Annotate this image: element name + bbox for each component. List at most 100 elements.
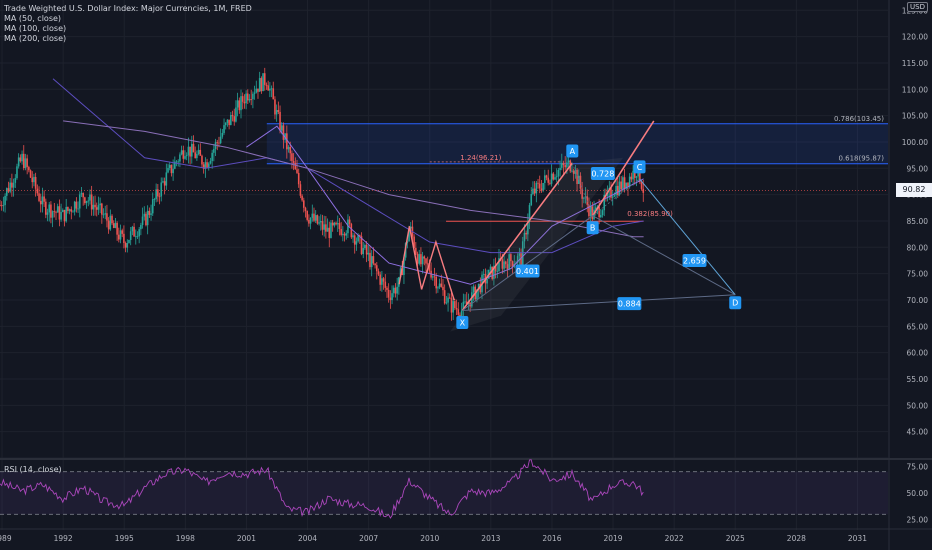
candle-body xyxy=(233,116,236,122)
candle-body xyxy=(493,265,495,279)
candle-body xyxy=(398,277,400,287)
ma100-label: MA (100, close) xyxy=(4,24,67,33)
candle-body xyxy=(84,197,86,204)
candle-body xyxy=(228,119,230,126)
candle-body xyxy=(494,265,497,272)
candle-body xyxy=(97,205,100,210)
candle-body xyxy=(544,175,546,183)
candle-body xyxy=(333,222,336,226)
candle-body xyxy=(375,265,378,272)
y-tick-label: 80.00 xyxy=(907,243,929,252)
candle-body xyxy=(56,206,59,213)
candle-body xyxy=(269,88,271,91)
candle-body xyxy=(155,189,157,200)
candle-body xyxy=(50,204,52,218)
candle-body xyxy=(525,232,527,235)
candle-body xyxy=(336,223,339,225)
candle-body xyxy=(34,176,37,189)
candle-body xyxy=(11,182,13,188)
candle-body xyxy=(610,187,612,198)
rsi-tick-label: 50.00 xyxy=(907,489,929,498)
candle-body xyxy=(372,256,375,264)
candle-body xyxy=(160,182,163,197)
point-label-C: C xyxy=(637,163,643,172)
candle-body xyxy=(472,286,475,293)
candle-body xyxy=(179,154,181,162)
candle-body xyxy=(433,276,436,278)
candle-body xyxy=(153,199,156,200)
candle-body xyxy=(168,164,171,168)
candle-body xyxy=(448,297,451,299)
candle-body xyxy=(508,254,510,270)
ma200-label: MA (200, close) xyxy=(4,34,67,43)
candle-body xyxy=(420,254,422,265)
candle-body xyxy=(482,274,485,275)
candle-body xyxy=(121,230,124,234)
candle-body xyxy=(428,264,431,271)
candle-body xyxy=(107,220,110,230)
point-label-X-bg xyxy=(456,316,469,330)
candle-body xyxy=(572,170,575,174)
y-tick-label: 115.00 xyxy=(902,59,928,68)
x-tick-label: 2007 xyxy=(359,534,378,543)
candle-body xyxy=(258,78,261,92)
x-tick-label: 2013 xyxy=(481,534,500,543)
candle-body xyxy=(408,228,410,242)
y-tick-label: 45.00 xyxy=(907,428,929,437)
candle-body xyxy=(190,143,193,157)
candle-body xyxy=(530,194,533,206)
candle-body xyxy=(535,182,538,194)
candle-body xyxy=(150,213,152,215)
candle-body xyxy=(623,177,626,189)
candle-body xyxy=(255,88,258,93)
candle-body xyxy=(511,261,514,267)
rsi-line xyxy=(0,459,644,519)
candle-body xyxy=(99,203,101,206)
candle-body xyxy=(53,211,56,213)
ratio-label: 0.884 xyxy=(618,300,641,309)
candle-body xyxy=(476,289,478,300)
candle-body xyxy=(287,147,290,150)
candle-body xyxy=(114,222,117,228)
candle-body xyxy=(46,212,49,215)
candle-body xyxy=(158,196,161,198)
candle-body xyxy=(577,175,580,184)
y-tick-label: 60.00 xyxy=(907,349,929,358)
candle-body xyxy=(377,271,380,275)
candle-body xyxy=(506,264,509,270)
candle-body xyxy=(425,258,427,264)
currency-badge[interactable]: USD xyxy=(907,2,928,12)
harmonic-leg-XA xyxy=(461,162,573,311)
candle-body xyxy=(24,158,27,169)
candle-body xyxy=(104,213,107,215)
candle-body xyxy=(201,155,203,165)
candle-body xyxy=(33,176,35,183)
candle-body xyxy=(272,88,275,100)
candle-body xyxy=(246,93,249,101)
candle-body xyxy=(116,222,118,235)
candle-body xyxy=(216,142,219,144)
candle-body xyxy=(447,297,449,303)
candle-body xyxy=(260,78,263,92)
candle-body xyxy=(555,176,558,178)
harmonic-leg-BD xyxy=(592,215,736,296)
ratio-label-bg xyxy=(515,264,540,278)
candle-body xyxy=(279,111,281,131)
candle-body xyxy=(236,100,239,108)
candle-body xyxy=(275,110,278,115)
candle-body xyxy=(119,230,122,240)
candle-body xyxy=(207,163,210,168)
candle-body xyxy=(163,181,166,186)
candle-body xyxy=(359,235,361,237)
candle-body xyxy=(101,203,103,215)
candle-body xyxy=(386,287,388,290)
y-tick-label: 100.00 xyxy=(902,138,928,147)
candle-body xyxy=(628,176,631,187)
candle-body xyxy=(187,146,190,156)
candle-body xyxy=(479,283,482,293)
candle-body xyxy=(316,215,319,224)
candle-body xyxy=(374,263,376,266)
x-tick-label: 2019 xyxy=(603,534,622,543)
candle-body xyxy=(510,254,512,262)
